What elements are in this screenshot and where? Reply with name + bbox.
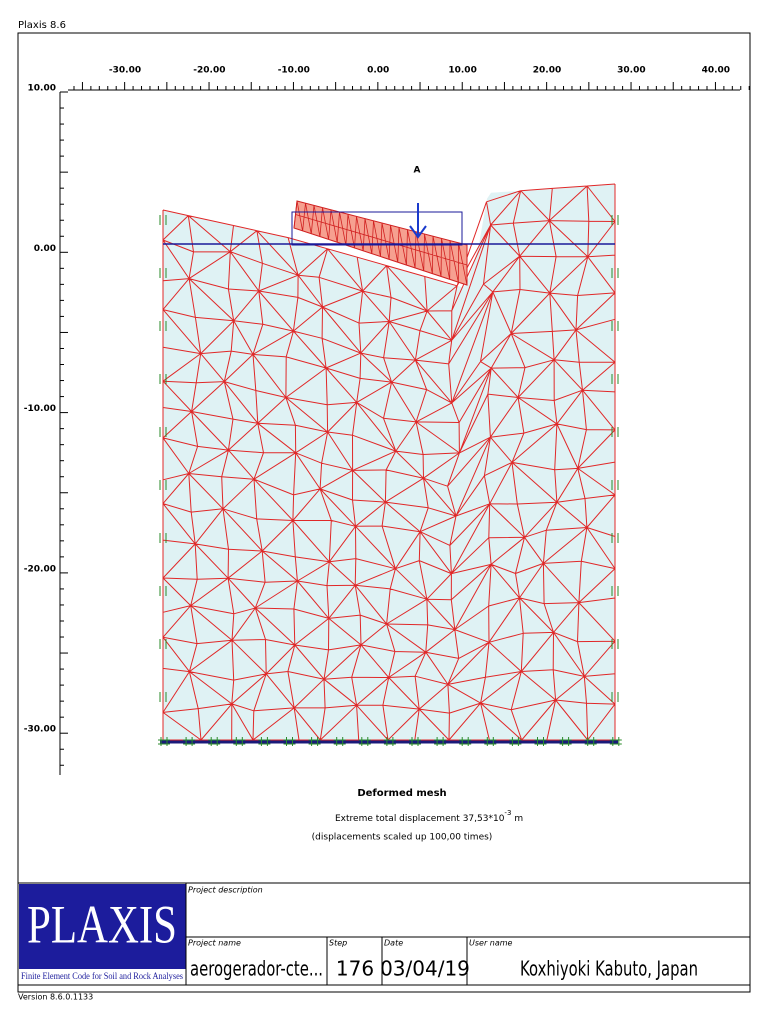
- plot-title: Deformed mesh: [357, 788, 446, 799]
- fixity: [159, 533, 619, 543]
- mesh: [162, 183, 616, 741]
- caption-exponent: -3: [504, 809, 511, 817]
- fixity: [534, 737, 547, 746]
- x-tick-label: 10.00: [448, 66, 476, 76]
- fixity: [208, 737, 221, 746]
- x-tick-label: 30.00: [617, 66, 645, 76]
- date: 03/04/19: [380, 957, 470, 981]
- fixity: [159, 586, 619, 596]
- date-label: Date: [384, 939, 403, 948]
- y-tick-label: -10.00: [24, 404, 56, 414]
- logo-name: PLAXIS: [27, 894, 177, 954]
- load-arrow-head: [409, 225, 427, 239]
- fixity: [159, 268, 619, 278]
- y-tick-label: 0.00: [34, 244, 56, 254]
- project-name: aerogerador-cte...: [190, 957, 323, 981]
- fixity: [409, 737, 421, 746]
- fixity: [559, 737, 572, 746]
- fixity: [509, 737, 522, 746]
- step-label: Step: [329, 939, 347, 948]
- mesh-lines: [162, 183, 616, 741]
- logo-box: [19, 884, 186, 969]
- caption-line1: Extreme total displacement 37,53*10-3m: [335, 809, 523, 824]
- fixity: [584, 737, 597, 746]
- fixity: [159, 639, 619, 649]
- fixity: [159, 321, 619, 331]
- soil: [163, 184, 615, 740]
- fixity: [333, 737, 346, 746]
- project-name-label: Project name: [188, 939, 241, 948]
- frame: [17, 32, 751, 993]
- fixity: [159, 427, 619, 437]
- fixity: [383, 737, 396, 746]
- project-description-label: Project description: [188, 886, 263, 895]
- caption-line2: (displacements scaled up 100,00 times): [312, 833, 493, 843]
- fixity: [308, 737, 321, 746]
- fixity: [159, 215, 619, 225]
- x-tick-label: -30.00: [109, 66, 141, 76]
- fixity: [283, 737, 296, 746]
- user-name: Koxhiyoki Kabuto, Japan: [520, 957, 698, 981]
- fixity: [159, 374, 619, 384]
- logo-tagline: Finite Element Code for Soil and Rock An…: [21, 971, 183, 981]
- fixity: [358, 737, 371, 746]
- app-title: Plaxis 8.6: [18, 20, 66, 31]
- x-tick-label: -10.00: [278, 66, 310, 76]
- x-tick-label: 0.00: [367, 66, 389, 76]
- fixity: [159, 480, 619, 490]
- fixity: [183, 737, 196, 746]
- fixity: [233, 737, 246, 746]
- fixity: [158, 737, 170, 746]
- user-name-label: User name: [469, 939, 513, 948]
- x-tick-label: 40.00: [702, 66, 730, 76]
- original-footing: [291, 211, 463, 246]
- point-label: A: [414, 166, 421, 176]
- caption-main: Extreme total displacement 37,53*10: [335, 814, 505, 824]
- version: Version 8.6.0.1133: [18, 993, 93, 1002]
- y-tick-label: 10.00: [28, 84, 56, 94]
- step: 176: [336, 957, 374, 981]
- x-tick-label: -20.00: [193, 66, 225, 76]
- caption-unit: m: [514, 814, 523, 824]
- x-tick-label: 20.00: [533, 66, 561, 76]
- fixity: [609, 737, 622, 746]
- fixity: [434, 737, 447, 746]
- fixity: [484, 737, 497, 746]
- fixities: [158, 215, 622, 746]
- fixity: [258, 737, 271, 746]
- fixity: [159, 692, 619, 702]
- y-tick-label: -30.00: [24, 725, 56, 735]
- fixity: [459, 737, 472, 746]
- y-tick-label: -20.00: [24, 564, 56, 574]
